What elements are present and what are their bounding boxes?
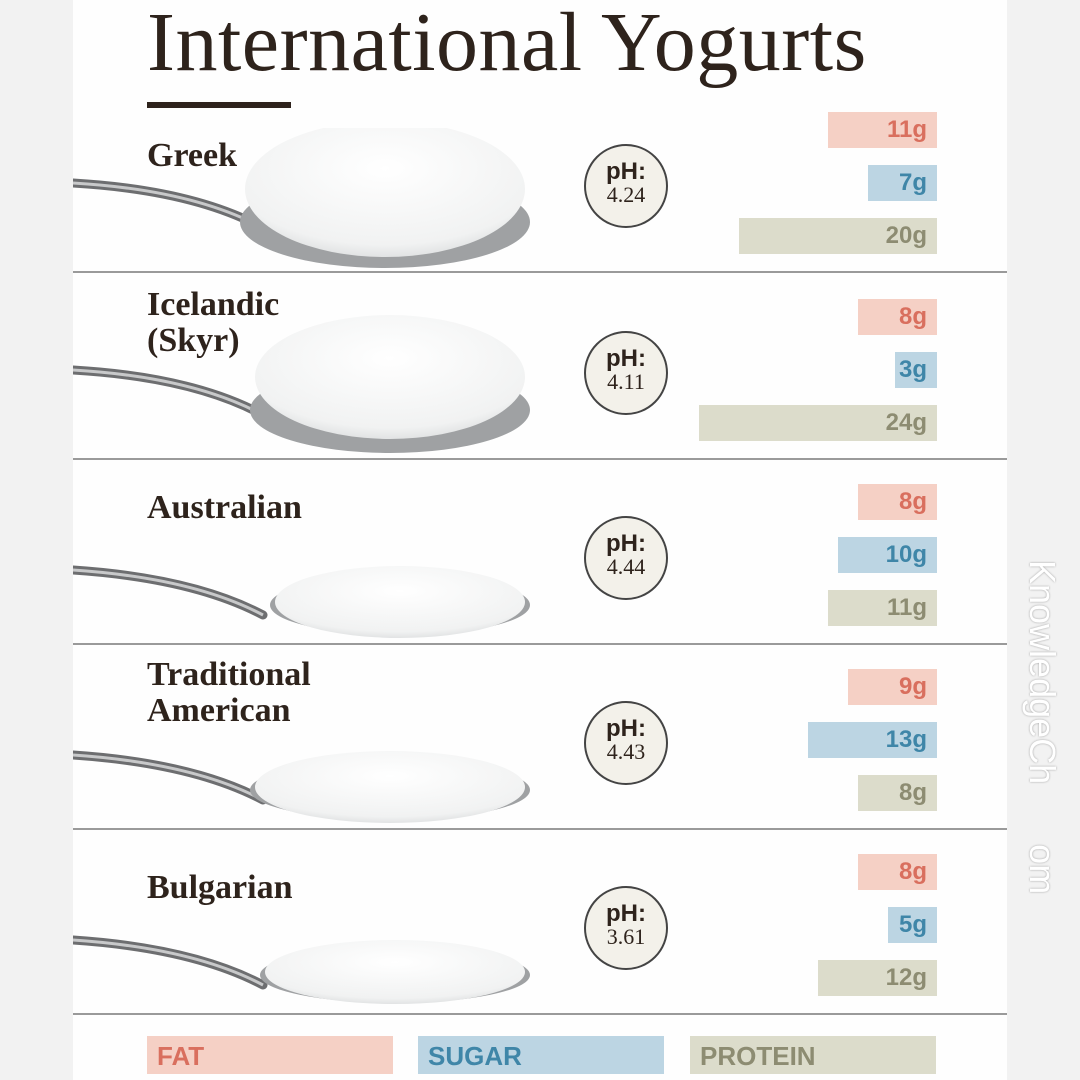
ph-value: 4.24 — [606, 182, 646, 207]
sugar-bar: 7g — [867, 165, 937, 201]
ph-value: 4.43 — [606, 739, 646, 764]
sugar-bar: 3g — [895, 352, 937, 388]
yogurt-name: Greek — [147, 137, 238, 174]
ph-badge: pH: 4.11 — [584, 331, 668, 415]
ph-badge: pH: 4.24 — [584, 144, 668, 228]
title-underline — [147, 102, 291, 108]
sugar-bar: 10g — [838, 537, 937, 573]
yogurt-name: Australian — [147, 489, 302, 526]
spoon-image — [73, 128, 530, 268]
spoon-image — [73, 935, 530, 1004]
yogurt-row: Icelandic (Skyr) pH: 4.11 8g 3g 24g — [73, 275, 1007, 460]
ph-badge: pH: 4.44 — [584, 516, 668, 600]
spoon-image — [73, 315, 530, 453]
yogurt-row: Australian pH: 4.44 8g 10g 11g — [73, 460, 1007, 645]
ph-value: 4.44 — [606, 554, 646, 579]
ph-label: pH: — [606, 530, 646, 557]
protein-bar: 20g — [739, 218, 937, 254]
yogurt-row: Traditional American pH: 4.43 9g 13g 8g — [73, 645, 1007, 830]
fat-bar: 11g — [828, 112, 937, 148]
row-divider — [73, 643, 1007, 645]
protein-bar: 11g — [828, 590, 937, 626]
fat-bar: 8g — [857, 299, 937, 335]
fat-bar: 9g — [847, 669, 937, 705]
protein-bar: 12g — [818, 960, 937, 996]
protein-bar: 8g — [857, 775, 937, 811]
row-divider — [73, 458, 1007, 460]
legend-sugar: SUGAR — [418, 1036, 664, 1074]
fat-bar: 8g — [857, 484, 937, 520]
yogurt-name: Traditional American — [147, 656, 311, 729]
fat-bar: 8g — [857, 854, 937, 890]
ph-value: 3.61 — [606, 924, 646, 949]
page-title: International Yogurts — [147, 0, 867, 89]
sugar-bar: 5g — [887, 907, 937, 943]
ph-badge: pH: 4.43 — [584, 701, 668, 785]
ph-badge: pH: 3.61 — [584, 886, 668, 970]
ph-label: pH: — [606, 900, 646, 927]
ph-label: pH: — [606, 158, 646, 185]
row-divider — [73, 271, 1007, 273]
ph-value: 4.11 — [607, 369, 645, 394]
row-divider — [73, 1013, 1007, 1015]
yogurt-name: Bulgarian — [147, 869, 293, 906]
spoon-image — [73, 565, 530, 638]
ph-label: pH: — [606, 345, 646, 372]
sugar-bar: 13g — [808, 722, 937, 758]
yogurt-row: Bulgarian pH: 3.61 8g 5g 12g — [73, 830, 1007, 1015]
legend-protein: PROTEIN — [690, 1036, 936, 1074]
legend-fat: FAT — [147, 1036, 393, 1074]
row-divider — [73, 828, 1007, 830]
yogurt-row: Greek pH: 4.24 11g 7g 20g — [73, 88, 1007, 273]
watermark: KnowledgeCh om — [1022, 560, 1063, 895]
yogurt-name: Icelandic (Skyr) — [147, 286, 280, 359]
spoon-image — [73, 750, 530, 823]
ph-label: pH: — [606, 715, 646, 742]
protein-bar: 24g — [699, 405, 937, 441]
